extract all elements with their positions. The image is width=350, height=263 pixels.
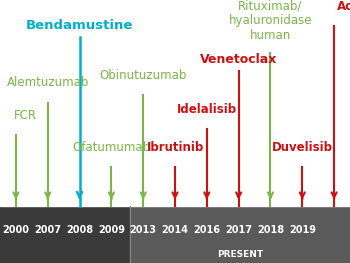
Text: 2008: 2008 (66, 225, 93, 235)
Text: Acal: Acal (337, 0, 350, 13)
Text: 2009: 2009 (98, 225, 125, 235)
Text: Idelalisib: Idelalisib (177, 103, 237, 116)
Text: 2018: 2018 (257, 225, 284, 235)
Text: 2013: 2013 (130, 225, 157, 235)
Bar (0, 206, 131, 263)
Text: Duvelisib: Duvelisib (272, 141, 333, 154)
Text: 2017: 2017 (225, 225, 252, 235)
Text: 2000: 2000 (2, 225, 29, 235)
Text: 2007: 2007 (34, 225, 61, 235)
Text: 2019: 2019 (289, 225, 316, 235)
Text: 2014: 2014 (161, 225, 189, 235)
Bar (0, 0, 350, 206)
Text: Obinutuzumab: Obinutuzumab (99, 69, 187, 82)
Text: PRESENT: PRESENT (217, 250, 263, 259)
Text: FCR: FCR (14, 109, 37, 122)
Text: Bendamustine: Bendamustine (26, 19, 133, 32)
Text: Venetoclax: Venetoclax (200, 53, 277, 66)
Text: Rituximab/
hyaluronidase
human: Rituximab/ hyaluronidase human (229, 0, 312, 42)
Bar (131, 206, 350, 263)
Text: Ofatumumab: Ofatumumab (72, 141, 150, 154)
Text: Ibrutinib: Ibrutinib (146, 141, 204, 154)
Text: Alemtuzumab: Alemtuzumab (7, 77, 89, 89)
Text: 2016: 2016 (193, 225, 220, 235)
